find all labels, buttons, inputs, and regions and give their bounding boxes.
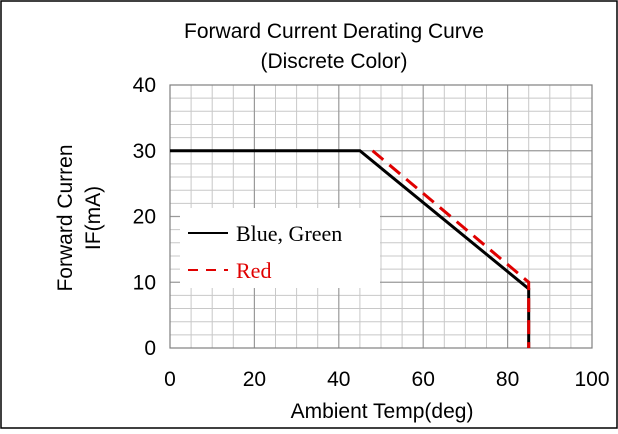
y-axis-label-line1: Forward Curren <box>54 144 77 291</box>
chart-title: Forward Current Derating Curve <box>184 20 484 43</box>
y-tick-label: 10 <box>133 271 156 294</box>
x-tick-label: 20 <box>243 368 266 391</box>
y-tick-label: 40 <box>133 74 156 97</box>
legend-label-red: Red <box>236 258 271 283</box>
series-line-red <box>371 149 531 348</box>
tick-labels: 0 20 40 60 80 100 0 10 20 30 40 <box>133 74 610 391</box>
legend-box <box>180 208 380 288</box>
legend-label-blue-green: Blue, Green <box>236 221 342 246</box>
y-tick-label: 20 <box>133 206 156 229</box>
chart-subtitle: (Discrete Color) <box>260 50 407 73</box>
x-axis-label: Ambient Temp(deg) <box>291 400 474 423</box>
plot-border <box>169 84 593 349</box>
series-layer <box>170 149 531 348</box>
series-line-blue-green <box>170 149 531 348</box>
x-tick-label: 0 <box>164 368 176 391</box>
x-tick-label: 80 <box>496 368 519 391</box>
y-tick-label: 0 <box>144 337 156 360</box>
y-tick-label: 30 <box>133 140 156 163</box>
x-tick-label: 100 <box>574 368 609 391</box>
y-axis-label-line2: IF(mA) <box>82 186 105 250</box>
x-tick-label: 40 <box>327 368 350 391</box>
legend: Blue, Green Red <box>180 208 380 288</box>
x-tick-label: 60 <box>412 368 435 391</box>
